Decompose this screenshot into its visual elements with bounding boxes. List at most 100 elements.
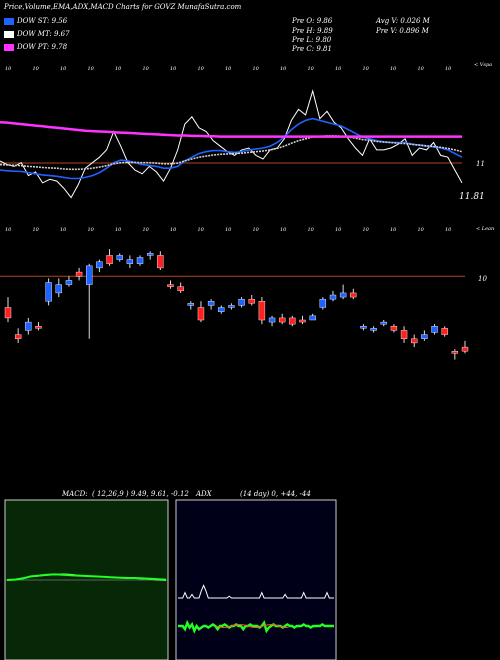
candle-body xyxy=(299,319,306,323)
legend-swatch xyxy=(4,43,14,51)
candle-body xyxy=(380,321,387,325)
top-tick-label: 10 xyxy=(5,227,12,233)
candle-body xyxy=(360,326,367,329)
adx-panel xyxy=(175,499,337,660)
top-tick-label: 10 xyxy=(170,227,177,233)
top-tick-label: 10 xyxy=(5,66,12,72)
candle-body xyxy=(167,284,174,287)
top-tick-label: 10 xyxy=(363,227,370,233)
candle-body xyxy=(146,253,154,256)
candle-body xyxy=(411,338,418,344)
series-line-ema-long xyxy=(0,121,462,138)
adx-params: (14 day) 0, +44, -44 xyxy=(240,490,311,498)
candle-body xyxy=(329,294,337,300)
candle-body xyxy=(14,334,22,339)
legend-label: DOW ST: 9.56 xyxy=(17,17,68,25)
candle-body xyxy=(279,317,286,323)
top-tick-label: 10 xyxy=(390,227,397,233)
candle-body xyxy=(390,326,398,331)
candle-body xyxy=(177,286,184,292)
candle-body xyxy=(421,334,428,339)
candle-body xyxy=(106,255,113,264)
stat-prev-volume: Pre V: 0.896 M xyxy=(376,27,429,35)
stat-close: Pre C: 9.81 xyxy=(292,45,332,53)
candle-body xyxy=(228,305,235,308)
candle-body xyxy=(55,284,62,294)
top-tick-label: 10 xyxy=(225,66,232,72)
macd-series-line xyxy=(6,573,167,581)
candle-body xyxy=(461,346,469,352)
candle-body xyxy=(96,261,103,269)
top-tick-label: 10 xyxy=(115,227,122,233)
panel1-right-label: 11 xyxy=(476,160,485,168)
candle-body xyxy=(238,298,245,306)
top-tick-label: 10 xyxy=(445,66,452,72)
series-line-ema-mid xyxy=(0,135,463,171)
stat-avg-volume: Avg V: 0.026 M xyxy=(376,17,430,25)
candle-body xyxy=(75,271,83,277)
legend-label: DOW PT: 9.78 xyxy=(17,43,68,51)
panel2-right-label: 10 xyxy=(478,275,487,283)
candle-body xyxy=(431,326,438,333)
adx-series-line xyxy=(178,619,334,634)
top-tick-label: 10 xyxy=(335,227,342,233)
legend-swatch xyxy=(4,17,14,25)
candle-body xyxy=(339,292,347,298)
top-tick-label: 10 xyxy=(418,66,425,72)
top-tick-label: 10 xyxy=(418,227,425,233)
top-tick-label: 10 xyxy=(88,227,95,233)
chart-title: Price,Volume,EMA,ADX,MACD Charts for GOV… xyxy=(4,3,242,11)
top-tick-label: 10 xyxy=(143,66,150,72)
candle-body xyxy=(400,330,408,339)
top-tick-label: 10 xyxy=(335,66,342,72)
top-tick-label: 10 xyxy=(198,227,205,233)
candle-body xyxy=(45,282,52,302)
candle-body xyxy=(35,326,42,329)
stat-high: Pre H: 9.89 xyxy=(292,27,333,35)
top-tick-label: 10 xyxy=(33,227,40,233)
top-tick-label: 10 xyxy=(280,66,287,72)
top-tick-label: 10 xyxy=(363,66,370,72)
top-tick-label: 10 xyxy=(225,227,232,233)
legend-dow-mt: DOW MT: 9.67 xyxy=(4,30,70,38)
legend-dow-st: DOW ST: 9.56 xyxy=(4,17,67,25)
candle-body xyxy=(350,292,357,298)
candle-body xyxy=(370,328,377,331)
adx-title: ADX xyxy=(196,490,212,498)
top-tick-label: 10 xyxy=(170,66,177,72)
candle-body xyxy=(319,298,327,308)
top-tick-label: 10 xyxy=(280,227,287,233)
top-tick-label: 10 xyxy=(390,66,397,72)
macd-params: ( 12,26,9 ) 9.49, 9.61, -0.12 xyxy=(92,490,189,498)
candle-body xyxy=(268,317,276,323)
candle-body xyxy=(197,307,205,321)
stat-low: Pre L: 9.80 xyxy=(292,36,332,44)
candle-body xyxy=(218,307,225,312)
candle-body xyxy=(258,301,266,321)
candle-body xyxy=(248,298,255,304)
adx-series-line xyxy=(178,584,334,599)
candle-body xyxy=(309,315,316,321)
candle-body xyxy=(116,255,123,260)
top-tick-label: 10 xyxy=(308,227,315,233)
top-tick-label: 10 xyxy=(60,227,67,233)
top-tick-label: 10 xyxy=(445,227,452,233)
candle-body xyxy=(86,265,93,285)
top-tick-label: 10 xyxy=(308,66,315,72)
top-tick-label: 10 xyxy=(33,66,40,72)
top-tick-label: 10 xyxy=(198,66,205,72)
panel2-axis-note: < Lean xyxy=(476,226,495,232)
legend-label: DOW MT: 9.67 xyxy=(17,30,70,38)
panel1-right-label: 11.81 xyxy=(459,192,485,202)
candle-body xyxy=(207,301,215,306)
candle-body xyxy=(289,317,296,325)
top-tick-label: 10 xyxy=(115,66,122,72)
top-tick-label: 10 xyxy=(60,66,67,72)
candle-body xyxy=(441,328,448,335)
candle-body xyxy=(4,307,12,319)
adx-minus-di-line xyxy=(215,623,289,629)
candle-body xyxy=(157,255,164,269)
top-tick-label: 10 xyxy=(253,66,260,72)
top-tick-label: 10 xyxy=(88,66,95,72)
